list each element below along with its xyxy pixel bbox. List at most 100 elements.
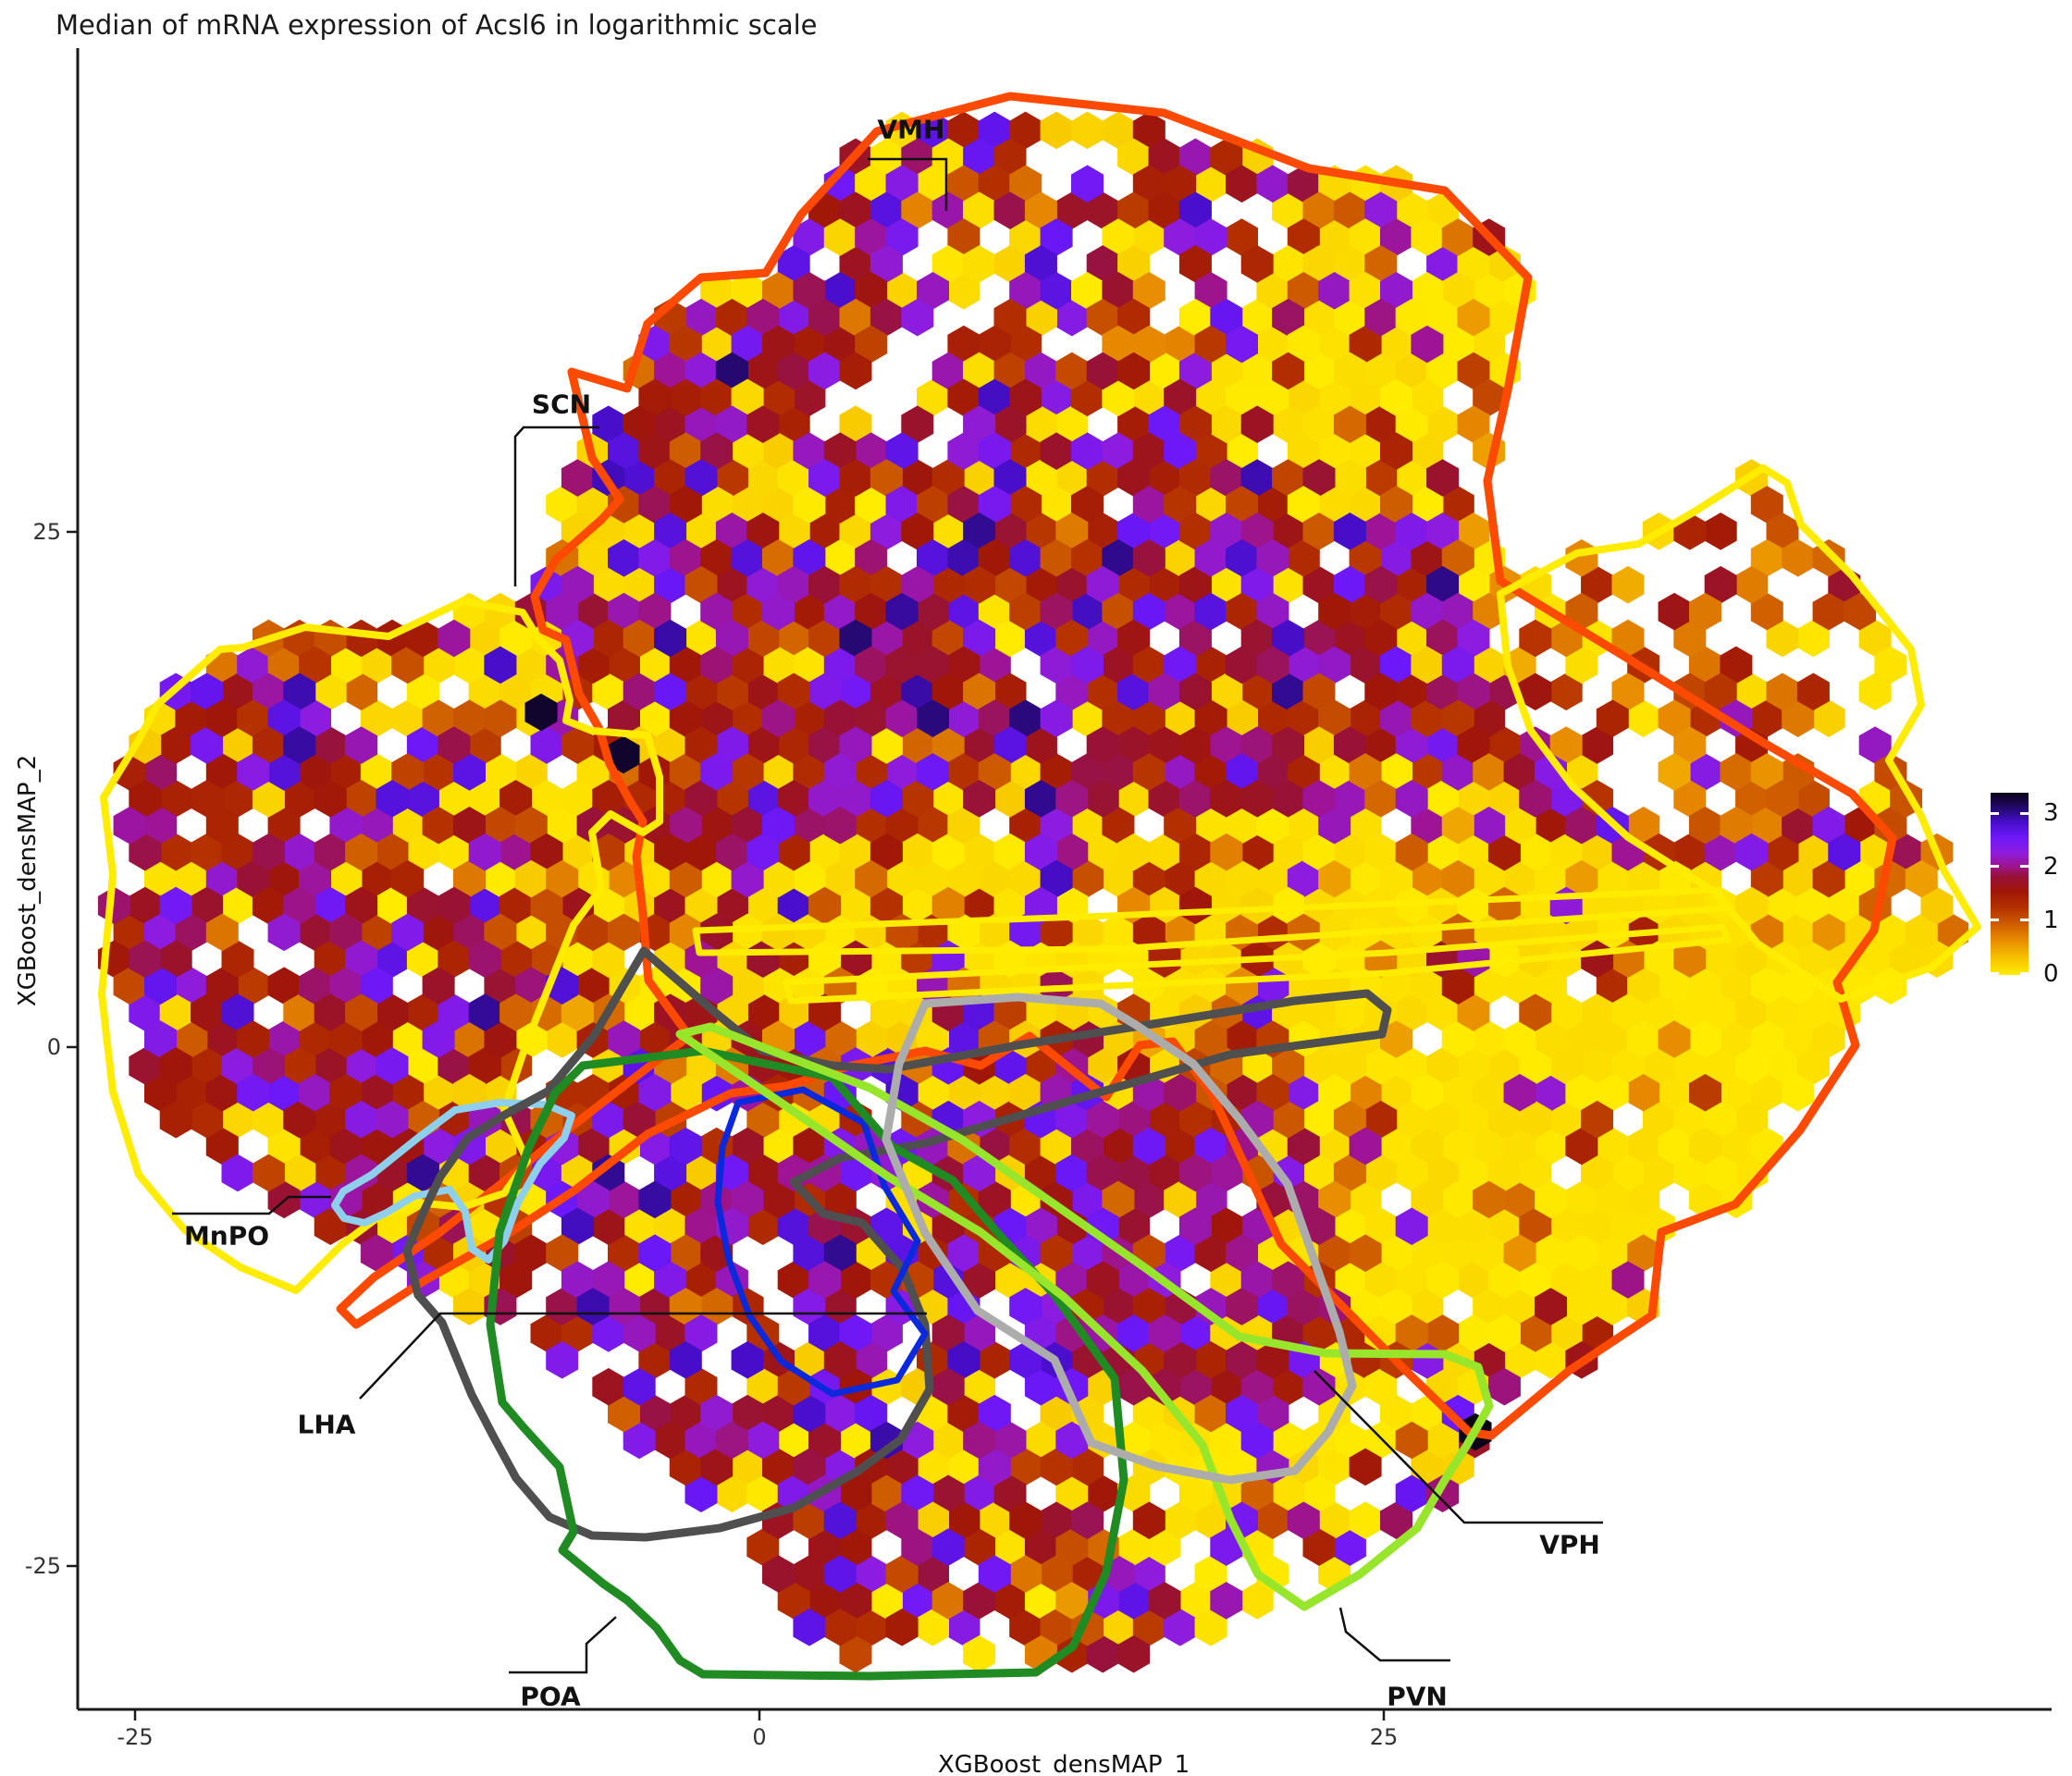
hexbin-cells	[283, 726, 316, 764]
colorbar-tick-label: 3	[2043, 799, 2059, 828]
y-tick-label: 0	[46, 1034, 61, 1060]
colorbar-tick-mark	[1991, 919, 1999, 922]
hexbin-cells	[205, 699, 1629, 1112]
callout-line-vph	[1314, 1370, 1603, 1524]
callout-line-mnpo	[172, 1195, 331, 1215]
hexbin-cells	[1287, 913, 1320, 952]
hexbin-cells	[638, 1180, 672, 1219]
hexbin-cells	[592, 780, 1614, 1486]
region-label-pvn: PVN	[1387, 1681, 1448, 1712]
hexbin-cells	[1040, 1234, 1073, 1272]
hexbin-cells	[1178, 1153, 1212, 1192]
colorbar-tick-label: 2	[2043, 852, 2059, 881]
colorbar-tick-mark	[1991, 811, 1999, 815]
region-label-mnpo: MnPO	[183, 1220, 270, 1252]
hexbin-cells	[823, 1341, 857, 1379]
hexbin-cells	[1164, 1074, 1197, 1112]
x-axis-title: XGBoost_densMAP_1	[937, 1751, 1190, 1776]
region-label-poa: POA	[520, 1681, 581, 1712]
hexbin-cells	[1766, 780, 1799, 818]
hexbin-cells	[808, 1261, 1243, 1620]
callout-line-scn	[513, 426, 599, 586]
hexbin-cells	[468, 940, 501, 979]
hexbin-cells	[1240, 780, 1274, 818]
hexbin-cells	[1055, 1582, 1089, 1620]
hexbin-cells	[468, 832, 501, 871]
hexbin-cells	[453, 592, 1815, 1085]
hexbin-cells	[1349, 1234, 1382, 1272]
hexbin-cells	[1473, 1180, 1506, 1219]
hexbin-cells	[329, 672, 1336, 1406]
region-outline-yellow-east-lobe	[1497, 464, 1981, 1003]
hexbin-cells	[267, 913, 301, 952]
region-outline-vmh	[336, 92, 1897, 1440]
hexbin-cells	[1487, 1367, 1521, 1406]
hexbin-cells	[917, 699, 949, 737]
hexbin-cells	[1148, 1314, 1181, 1352]
hexbin-layer	[97, 111, 1969, 1673]
hexbin-cells	[1333, 512, 1366, 550]
region-outline-yellow-finger-2	[783, 923, 1732, 1005]
region-label-vph: VPH	[1539, 1529, 1600, 1560]
hexbin-cells	[1226, 1288, 1258, 1326]
hexbin-cells	[129, 940, 162, 979]
hexbin-cells	[1178, 1207, 1212, 1246]
hexbin-cells	[144, 325, 1444, 845]
hexbin-cells	[237, 832, 780, 1112]
colorbar-tick-mark	[1991, 865, 1999, 869]
callout-line-lha	[359, 1312, 927, 1400]
hexbin-cells	[1673, 940, 1707, 979]
region-outline-pvn	[675, 1022, 1494, 1611]
hexbin-cells	[191, 726, 1212, 1219]
region-outline-mnpo	[331, 1099, 575, 1264]
hexbin-cells	[530, 753, 1753, 1352]
chart-title: Median of mRNA expression of Acsl6 in lo…	[56, 9, 818, 41]
hexbin-cells	[576, 1288, 610, 1326]
hexbin-cells	[654, 672, 687, 711]
hexbin-cells	[823, 1501, 857, 1539]
colorbar-gradient	[1991, 793, 2029, 975]
axes-layer	[67, 48, 2052, 1720]
hexbin-cells	[1302, 780, 1382, 1166]
hexbin-cells	[500, 993, 533, 1031]
hexbin-cells	[1905, 859, 1938, 898]
hexbin-cells	[931, 1528, 965, 1566]
hexbin-cells	[931, 352, 1305, 1352]
hexbin-cells	[885, 592, 919, 631]
hexbin-cells	[715, 1421, 748, 1460]
hexbin-cells	[1040, 699, 1073, 737]
hexbin-cells	[1658, 1020, 1691, 1058]
hexbin-cells	[484, 1288, 1104, 1539]
region-label-vmh: VMH	[877, 114, 945, 145]
hexbin-cells	[669, 1127, 702, 1166]
callout-lines-layer	[172, 157, 1603, 1674]
hexbin-cells	[978, 1394, 1258, 1593]
x-tick-label: -25	[117, 1724, 154, 1750]
y-tick-label: -25	[24, 1553, 61, 1579]
callout-line-vmh	[868, 157, 948, 211]
colorbar-tick-mark	[2020, 972, 2029, 976]
callout-line-pvn	[1338, 1607, 1450, 1662]
y-tick-label: 25	[32, 519, 61, 545]
hexbin-cells	[205, 672, 1398, 1539]
hexbin-cells	[1086, 1100, 1119, 1139]
hexbin-cells	[1287, 1501, 1320, 1539]
hexbin-cells	[129, 726, 1954, 1406]
hexbin-cells	[1535, 1288, 1567, 1326]
hexbin-cells	[963, 780, 996, 818]
hexbin-cells	[438, 619, 471, 658]
colorbar-tick-label: 1	[2043, 906, 2059, 934]
callout-line-poa	[509, 1616, 617, 1674]
y-axis-title: XGBoost_densMAP_2	[14, 754, 42, 1007]
hexbin-cells	[700, 646, 734, 684]
x-tick-label: 0	[752, 1724, 767, 1750]
hexbin-cells	[252, 832, 285, 871]
x-tick-label: 25	[1369, 1724, 1399, 1750]
hexbin-cells	[1828, 832, 1861, 871]
hexbin-cells	[376, 1047, 409, 1085]
hexbin-cells	[1658, 753, 1691, 791]
colorbar-tick-mark	[1991, 972, 1999, 976]
hexbin-cells	[252, 1153, 285, 1192]
